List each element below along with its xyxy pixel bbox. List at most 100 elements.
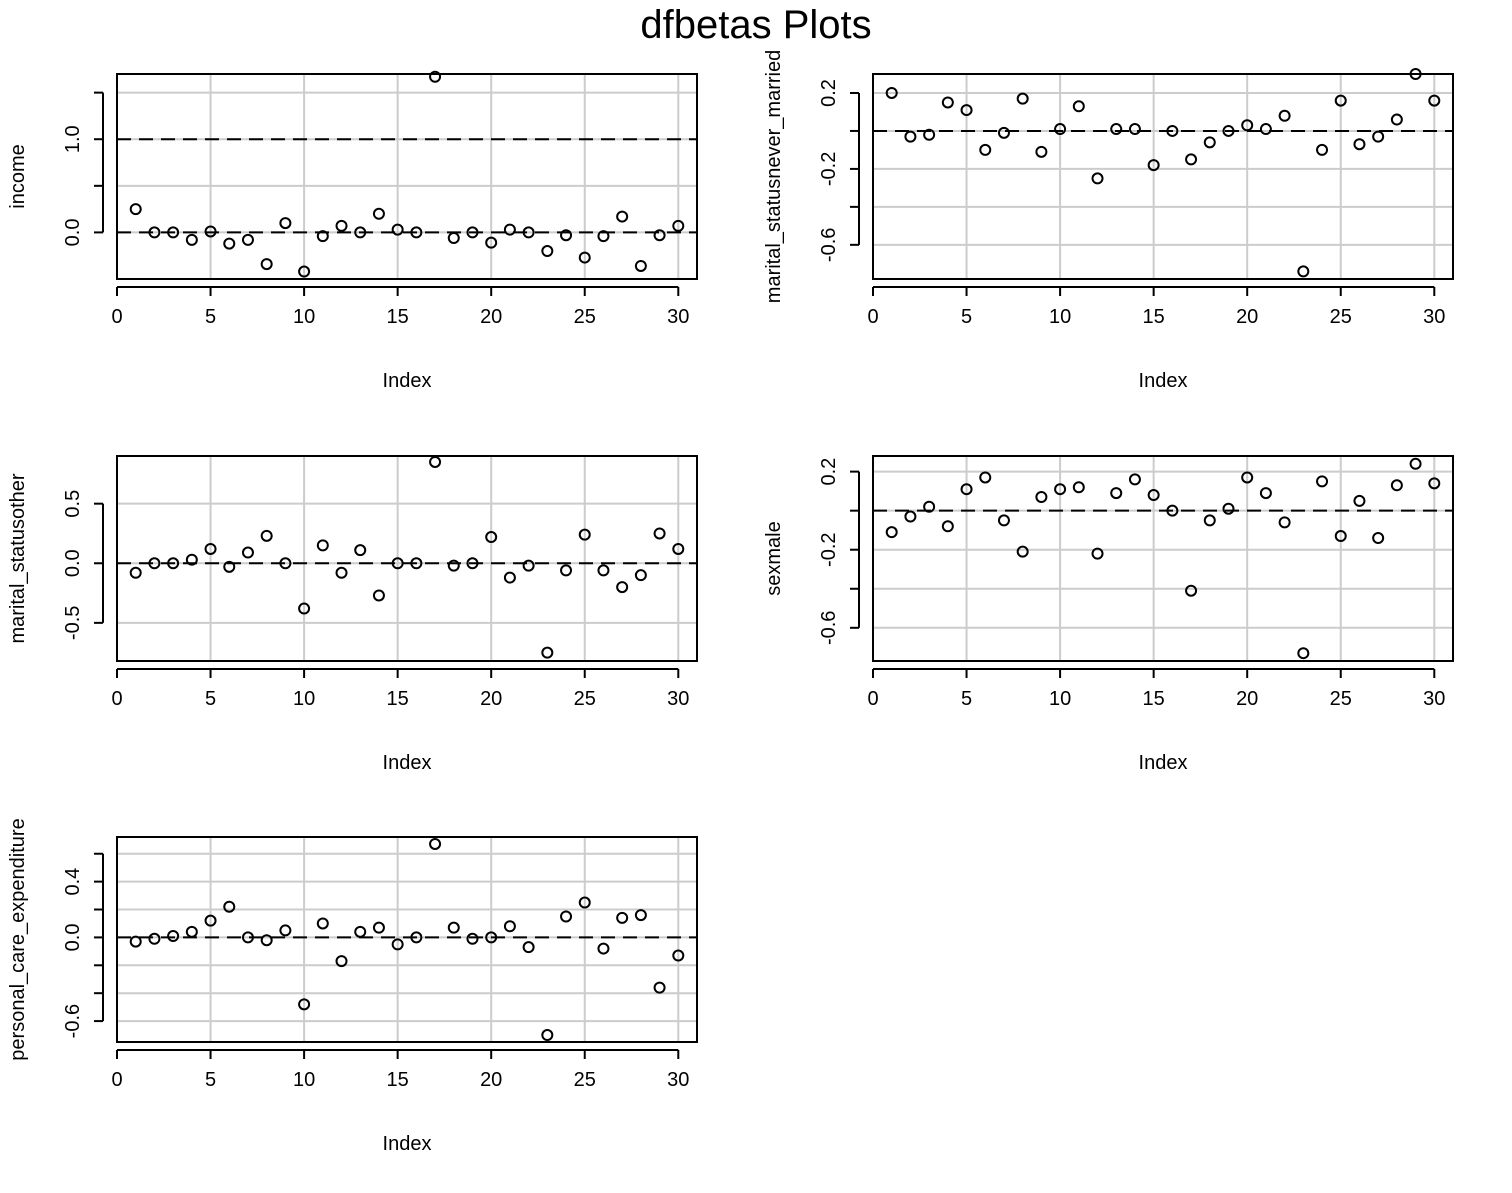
data-point xyxy=(1278,109,1291,122)
plot-panel-5: 0 5 10 15 20 25 30 Index -0.6 0.0 0.4 personal_care… xyxy=(7,818,698,1155)
data-point xyxy=(410,226,423,239)
data-point xyxy=(1054,483,1067,496)
data-point xyxy=(616,210,629,223)
x-tick-label: 15 xyxy=(1143,306,1165,328)
data-point xyxy=(597,942,610,955)
data-point xyxy=(1278,516,1291,529)
data-point xyxy=(148,557,161,570)
y-axis-label: sexmale xyxy=(763,521,785,595)
data-point xyxy=(672,542,685,555)
x-tick-label: 25 xyxy=(1330,306,1352,328)
data-point xyxy=(1110,123,1123,136)
x-axis-label: Index xyxy=(1139,370,1188,392)
data-point xyxy=(466,932,479,945)
data-point xyxy=(616,581,629,594)
data-point xyxy=(541,646,554,659)
data-point xyxy=(372,589,385,602)
data-point xyxy=(885,86,898,99)
data-point xyxy=(335,955,348,968)
data-point xyxy=(616,911,629,924)
x-axis-label: Index xyxy=(1139,752,1188,774)
data-point xyxy=(578,896,591,909)
data-point xyxy=(1316,143,1329,156)
data-point xyxy=(260,529,273,542)
plot-frame xyxy=(872,73,1454,280)
x-tick-label: 10 xyxy=(293,306,315,328)
plot-panel-4: 0 5 10 15 20 25 30 Index -0.6 -0.2 0.2 sexmale xyxy=(763,455,1454,774)
y-tick-label: -0.6 xyxy=(818,228,840,262)
x-tick-label: 5 xyxy=(205,1069,216,1091)
data-point xyxy=(1091,547,1104,560)
data-point xyxy=(522,941,535,954)
data-point xyxy=(167,226,180,239)
data-point xyxy=(391,223,404,236)
data-point xyxy=(1185,584,1198,597)
plot-panel-2: 0 5 10 15 20 25 30 Index -0.6 -0.2 0.2 marital_stat… xyxy=(763,50,1454,392)
data-point xyxy=(279,217,292,230)
data-point xyxy=(672,219,685,232)
data-point xyxy=(1016,545,1029,558)
data-point xyxy=(1128,473,1141,486)
y-tick-label: 0.5 xyxy=(62,490,84,518)
data-point xyxy=(410,557,423,570)
data-point xyxy=(979,143,992,156)
data-point xyxy=(997,514,1010,527)
data-point xyxy=(129,566,142,579)
data-point xyxy=(1222,502,1235,515)
x-tick-label: 10 xyxy=(1049,306,1071,328)
plot-panel-1: 0 5 10 15 20 25 30 Index 0.0 1.0 income xyxy=(7,70,698,392)
x-tick-label: 0 xyxy=(867,688,878,710)
y-tick-label: -0.6 xyxy=(62,1004,84,1038)
data-point xyxy=(997,126,1010,139)
x-tick-label: 20 xyxy=(1236,688,1258,710)
plot-frame xyxy=(116,455,698,662)
data-point xyxy=(185,553,198,566)
data-point xyxy=(167,930,180,943)
data-point xyxy=(241,931,254,944)
data-point xyxy=(316,917,329,930)
y-axis-label: marital_statusnever_married xyxy=(763,50,785,303)
x-tick-label: 5 xyxy=(961,688,972,710)
y-tick-label: -0.2 xyxy=(818,152,840,186)
data-point xyxy=(354,925,367,938)
x-tick-label: 30 xyxy=(1423,306,1445,328)
data-point xyxy=(1334,94,1347,107)
data-point xyxy=(129,203,142,216)
x-axis-label: Index xyxy=(383,752,432,774)
y-tick-label: 0.2 xyxy=(818,458,840,486)
data-point xyxy=(923,128,936,141)
y-axis-label: income xyxy=(7,144,29,208)
data-point xyxy=(541,245,554,258)
data-point xyxy=(1035,491,1048,503)
y-tick-label: 0.0 xyxy=(62,924,84,952)
data-point xyxy=(904,510,917,523)
x-tick-label: 10 xyxy=(293,688,315,710)
data-point xyxy=(1072,481,1085,494)
data-point xyxy=(1203,136,1216,149)
data-point xyxy=(1241,119,1254,132)
data-point xyxy=(185,925,198,938)
x-tick-label: 25 xyxy=(574,1069,596,1091)
data-point xyxy=(372,921,385,934)
plot-panel-3: 0 5 10 15 20 25 30 Index -0.5 0.0 0.5 marital_statu… xyxy=(7,455,698,774)
y-tick-label: 0.4 xyxy=(62,868,84,896)
data-point xyxy=(1259,123,1272,136)
data-point xyxy=(354,544,367,557)
y-tick-label: 0.2 xyxy=(818,79,840,107)
x-tick-label: 20 xyxy=(1236,306,1258,328)
data-point xyxy=(960,104,973,117)
data-point xyxy=(1203,514,1216,527)
data-point xyxy=(1147,159,1160,172)
x-tick-label: 5 xyxy=(205,306,216,328)
data-point xyxy=(560,910,573,923)
data-point xyxy=(298,265,311,278)
x-tick-label: 15 xyxy=(387,306,409,328)
x-tick-label: 0 xyxy=(867,306,878,328)
data-point xyxy=(447,921,460,934)
data-point xyxy=(923,500,936,513)
data-point xyxy=(298,602,311,615)
data-point xyxy=(560,564,573,577)
data-point xyxy=(279,557,292,570)
data-point xyxy=(904,130,917,143)
